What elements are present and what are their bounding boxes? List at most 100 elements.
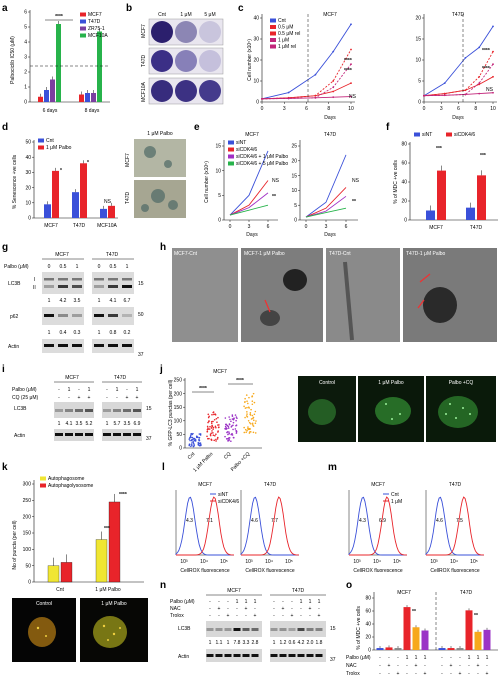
panel-k-sig-1: *** [104,526,110,532]
panel-j-point [235,430,238,433]
panel-j-point [245,394,248,396]
panel-n-row-palbo: Palbo (μM) [170,599,195,605]
panel-j-point [192,445,195,448]
panel-n-nac-sign: - [300,606,302,612]
panel-o-palbo-sign: - [441,655,443,661]
panel-n-band-actin [270,654,278,657]
panel-g-band-lc3-ii [108,285,118,288]
panel-e-right-ns: NS [352,178,360,184]
panel-n-palbo-sign: 1 [254,599,257,605]
panel-i-value: 6.9 [134,421,141,427]
panel-n-trolox-sign: - [282,613,284,619]
panel-k-group-label: Cnt [56,587,64,593]
panel-n-trolox-sign: + [254,613,257,619]
panel-c-left-ns: NS [349,94,357,100]
panel-a-ytick-label: 3 [24,55,27,61]
panel-g-lc3-value: 1 [48,298,51,304]
panel-g-lc3-form-1: I [34,277,35,283]
panel-c-right-ns: NS [486,87,494,93]
panel-c-left-xtick-label: 8 [327,106,330,112]
panel-e-right-ytick-label: 10 [291,188,297,194]
panel-o-nac-sign: - [379,663,381,669]
panel-i-band-actin [65,433,73,436]
panel-j-point [212,420,214,423]
panel-c-right-ytick-label: 15 [415,37,421,43]
panel-n-trolox-sign: + [227,613,230,619]
panel-j-point [224,435,226,438]
panel-c-right-point [443,82,446,84]
panel-m-xtick-label: 10⁴ [373,559,381,565]
panel-e-right-series [305,187,347,218]
panel-f-sig-1: *** [436,146,442,152]
panel-c-right-point [478,75,481,78]
panel-j-point [209,433,212,436]
panel-f-ytick-label: 20 [401,199,407,205]
panel-d-img-title: 1 μM Palbo [147,131,173,137]
panel-o-palbo-sign: - [459,655,461,661]
panel-n-band-actin [306,654,314,657]
panel-a-ytick-label: 6 [24,10,27,16]
panel-n-nac-sign: - [291,606,293,612]
panel-j-point [243,431,246,434]
panel-e-legend-swatch [228,147,234,152]
panel-g-p62-value: 1 [48,330,51,336]
panel-c-right-xtick-label: 8 [474,106,477,112]
panel-e-left-series [229,192,269,216]
panel-n-value: 1.8 [316,640,323,646]
panel-c-right-series [423,26,494,97]
panel-a-chart: 0 1 2 3 4 5 6 Palbociclib IC50 (μM) **** 6 day… [10,10,110,114]
panel-m-curve [425,496,484,556]
panel-j-point [247,419,250,422]
panel-c-right-xtick-label: 3 [440,106,443,112]
panel-j-point [212,426,215,429]
panel-i-palbo-label: Palbo (μM) [12,387,37,393]
panel-k-ytick-label: 250 [23,498,32,504]
panel-o-trolox-sign: - [477,671,479,677]
panel-n-band-actin [251,654,259,657]
panel-c-left-sig1: **** [344,58,352,64]
panel-f-ytick-label: 0 [404,218,407,224]
panel-m-legend-label: 1 μM [391,499,402,505]
panel-o-trolox-sign: + [486,671,489,677]
panel-g-band-p62 [108,314,118,317]
panel-o-bar [403,607,411,650]
panel-i-actin: Actin [14,433,25,439]
panel-j-point [208,420,210,422]
panel-g-actin: Actin [8,344,19,350]
panel-g-band-p62 [94,314,104,317]
panel-i-value: 5.2 [86,421,93,427]
panel-i-band-actin [103,433,111,436]
panel-n-band-lc3 [206,628,214,631]
panel-l-label: l [162,462,165,473]
panel-o-group-2: T47D [460,590,473,596]
panel-j-ytick-label: 50 [176,432,182,438]
panel-j-point [244,400,246,403]
panel-i-cq-sign: + [126,395,129,401]
panel-l-xtick-label: 10³ [245,559,253,565]
panel-n-value: 1 [273,640,276,646]
panel-g-dose-label: 0.5 [110,264,117,270]
panel-k-img-title-2: 1 μM Palbo [101,601,127,607]
panel-e-left-series [229,180,269,216]
panel-j-sig-1: **** [199,386,207,392]
panel-m-curve [348,496,407,556]
panel-m-xlabel-2: CellROX fluorescence [430,568,479,574]
panel-o-row-palbo: Palbo (μM) [346,655,371,661]
panel-a-legend-swatch [80,26,86,31]
panel-a-bar [44,90,49,102]
panel-n-nac-sign: - [209,606,211,612]
panel-i-mw-2: 37 [146,436,152,442]
panel-j-point [188,444,191,447]
panel-d-sig-1: * [60,168,62,174]
panel-n-trolox-sign: - [218,613,220,619]
panel-n-trolox-sign: - [245,613,247,619]
panel-n-trolox-sign: - [209,613,211,619]
panel-c-left-xtick-label: 3 [283,106,286,112]
panel-n-band-actin [233,654,241,657]
panel-n-trolox-sign: + [318,613,321,619]
panel-c-left-series [261,82,352,100]
panel-j-point [248,421,251,424]
panel-l-value-2: 7.1 [206,518,213,524]
panel-o-trolox-sign: + [397,671,400,677]
panel-k-label: k [2,462,8,473]
